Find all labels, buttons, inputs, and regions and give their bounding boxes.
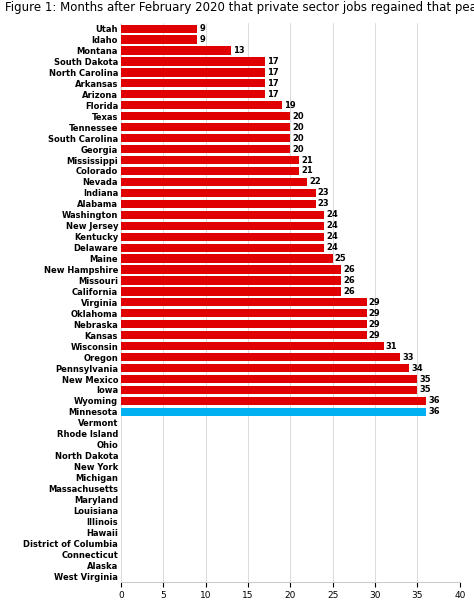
Bar — [121, 244, 324, 252]
Text: 24: 24 — [326, 232, 338, 241]
Bar — [121, 57, 265, 66]
Text: 29: 29 — [369, 298, 380, 307]
Text: 35: 35 — [419, 385, 431, 395]
Bar — [121, 79, 265, 88]
Bar — [121, 386, 418, 394]
Text: 36: 36 — [428, 396, 439, 406]
Bar — [121, 35, 197, 44]
Bar — [121, 408, 426, 416]
Bar — [121, 211, 324, 219]
Text: 23: 23 — [318, 199, 329, 208]
Bar — [121, 112, 290, 121]
Bar — [121, 123, 290, 132]
Text: 19: 19 — [284, 100, 296, 110]
Bar — [121, 309, 366, 317]
Text: 33: 33 — [402, 353, 414, 362]
Bar — [121, 266, 341, 273]
Text: 31: 31 — [386, 342, 397, 351]
Bar — [121, 46, 231, 55]
Bar — [121, 276, 341, 284]
Bar — [121, 90, 265, 99]
Text: 29: 29 — [369, 309, 380, 318]
Bar — [121, 145, 290, 153]
Bar — [121, 222, 324, 230]
Text: 35: 35 — [419, 375, 431, 384]
Text: 21: 21 — [301, 155, 313, 164]
Text: 34: 34 — [411, 364, 423, 373]
Text: 29: 29 — [369, 320, 380, 329]
Text: 25: 25 — [335, 254, 346, 263]
Bar — [121, 298, 366, 306]
Text: 21: 21 — [301, 166, 313, 175]
Text: 13: 13 — [233, 46, 245, 55]
Text: 9: 9 — [199, 24, 205, 33]
Bar — [121, 233, 324, 241]
Text: 24: 24 — [326, 221, 338, 230]
Bar — [121, 375, 418, 383]
Text: 9: 9 — [199, 35, 205, 44]
Text: 20: 20 — [292, 111, 304, 121]
Text: 20: 20 — [292, 144, 304, 153]
Text: 17: 17 — [267, 79, 279, 88]
Text: 17: 17 — [267, 57, 279, 66]
Text: Figure 1: Months after February 2020 that private sector jobs regained that peak: Figure 1: Months after February 2020 tha… — [5, 1, 474, 14]
Text: 26: 26 — [343, 265, 355, 274]
Text: 29: 29 — [369, 331, 380, 340]
Bar — [121, 134, 290, 143]
Text: 36: 36 — [428, 407, 439, 417]
Text: 24: 24 — [326, 210, 338, 219]
Bar — [121, 24, 197, 33]
Text: 24: 24 — [326, 243, 338, 252]
Bar — [121, 255, 333, 262]
Bar — [121, 397, 426, 405]
Text: 20: 20 — [292, 122, 304, 132]
Bar — [121, 331, 366, 339]
Bar — [121, 364, 409, 372]
Bar — [121, 101, 282, 110]
Bar — [121, 167, 299, 175]
Bar — [121, 287, 341, 295]
Text: 26: 26 — [343, 276, 355, 285]
Bar — [121, 68, 265, 77]
Text: 17: 17 — [267, 90, 279, 99]
Bar — [121, 189, 316, 197]
Bar — [121, 353, 401, 361]
Text: 17: 17 — [267, 68, 279, 77]
Bar — [121, 156, 299, 164]
Bar — [121, 320, 366, 328]
Bar — [121, 342, 383, 350]
Bar — [121, 200, 316, 208]
Bar — [121, 178, 307, 186]
Text: 23: 23 — [318, 188, 329, 197]
Text: 20: 20 — [292, 133, 304, 143]
Text: 22: 22 — [310, 177, 321, 186]
Text: 26: 26 — [343, 287, 355, 296]
